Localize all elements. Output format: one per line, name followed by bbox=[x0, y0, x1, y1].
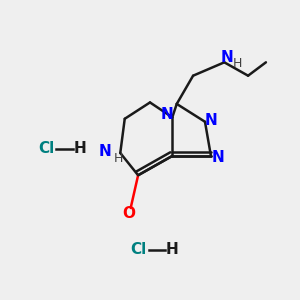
Text: Cl: Cl bbox=[38, 141, 54, 156]
Text: H: H bbox=[74, 141, 86, 156]
Text: H: H bbox=[233, 57, 242, 70]
Text: H: H bbox=[166, 242, 179, 257]
Text: N: N bbox=[205, 113, 217, 128]
Text: N: N bbox=[99, 144, 111, 159]
Text: Cl: Cl bbox=[130, 242, 146, 257]
Text: N: N bbox=[160, 107, 173, 122]
Text: O: O bbox=[123, 206, 136, 221]
Text: N: N bbox=[212, 150, 225, 165]
Text: H: H bbox=[114, 152, 124, 165]
Text: N: N bbox=[221, 50, 234, 65]
